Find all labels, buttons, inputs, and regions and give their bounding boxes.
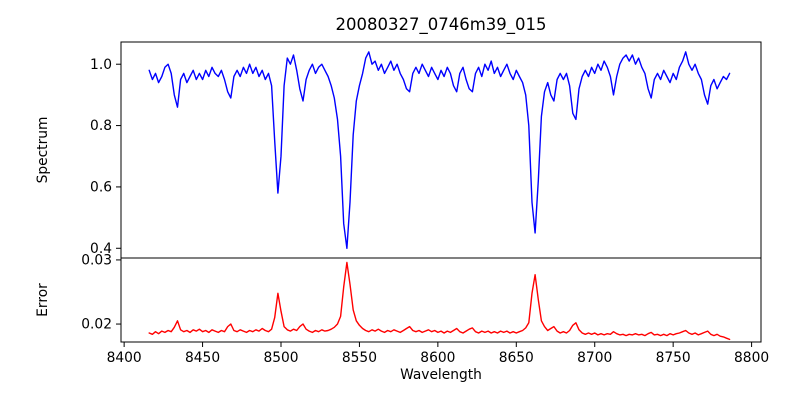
x-axis-label: Wavelength <box>400 367 482 383</box>
y-axis-label-spectrum: Spectrum <box>35 117 51 184</box>
x-tick-label: 8750 <box>656 350 691 366</box>
y-tick-label-spectrum: 0.8 <box>90 118 112 134</box>
x-tick-label: 8800 <box>734 350 769 366</box>
x-tick-label: 8700 <box>577 350 612 366</box>
chart-layer: 0.4 0.6 0.8 1.0 0.02 0.03 8400 8450 8500 8550 8600… <box>81 41 769 366</box>
x-tick-label: 8650 <box>499 350 534 366</box>
y-tick-label-error: 0.03 <box>81 253 112 269</box>
x-tick-label: 8600 <box>420 350 455 366</box>
error-line <box>148 261 731 341</box>
x-tick-label: 8400 <box>107 350 142 366</box>
y-tick-label-spectrum: 0.4 <box>90 241 112 257</box>
x-tick-label: 8450 <box>185 350 220 366</box>
axes-frame-error <box>120 257 762 343</box>
x-tick-label: 8550 <box>342 350 377 366</box>
y-tick-label-error: 0.02 <box>81 317 112 333</box>
y-tick-label-spectrum: 0.6 <box>90 180 112 196</box>
spectrum-line <box>148 51 731 250</box>
chart-title: 20080327_0746m39_015 <box>335 15 546 35</box>
y-axis-label-error: Error <box>35 283 51 317</box>
y-tick-label-spectrum: 1.0 <box>90 57 112 73</box>
x-tick-label: 8500 <box>263 350 298 366</box>
